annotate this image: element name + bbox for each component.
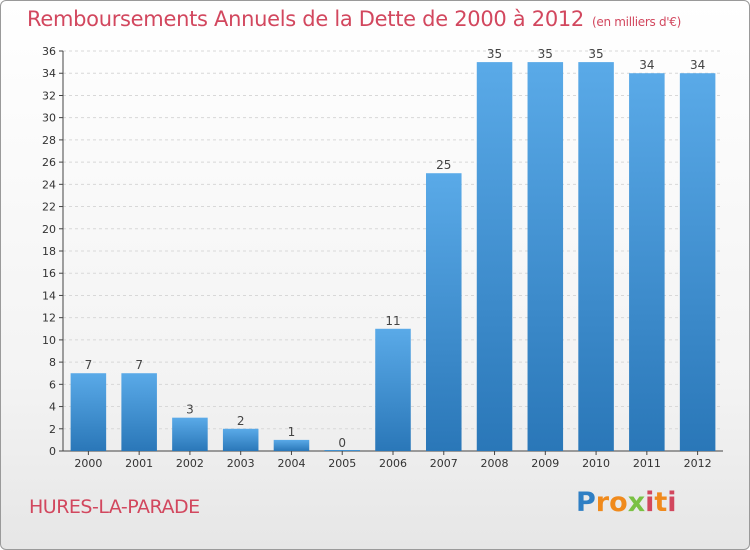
x-tick-label: 2006 <box>379 457 407 470</box>
y-tick-label: 24 <box>42 178 56 191</box>
proxiti-logo[interactable]: Proxiti <box>576 487 677 518</box>
y-tick-label: 34 <box>42 67 56 80</box>
data-label: 1 <box>288 425 296 439</box>
y-tick-label: 8 <box>49 356 56 369</box>
bar-2005 <box>324 450 360 451</box>
y-tick-label: 0 <box>49 445 56 458</box>
logo-letter: P <box>576 487 596 518</box>
x-tick-label: 2000 <box>74 457 102 470</box>
y-tick-label: 20 <box>42 223 56 236</box>
logo-letter: x <box>627 487 646 518</box>
x-tick-label: 2012 <box>684 457 712 470</box>
chart-subtitle: (en milliers d'€) <box>592 15 682 29</box>
x-tick-label: 2008 <box>481 457 509 470</box>
x-tick-label: 2004 <box>277 457 305 470</box>
y-tick-label: 4 <box>49 401 56 414</box>
x-tick-label: 2003 <box>227 457 255 470</box>
data-labels: 7 7 3 2 1 0 11 25 35 35 35 34 34 <box>85 47 706 450</box>
bar-2008 <box>476 62 513 451</box>
logo-letter: i <box>645 487 655 518</box>
bar-2006 <box>375 328 411 451</box>
bar-2000 <box>70 373 107 451</box>
data-label: 3 <box>186 403 194 417</box>
data-label: 0 <box>338 436 346 450</box>
bars <box>70 62 716 451</box>
bar-2002 <box>172 417 208 451</box>
bar-2011 <box>629 73 665 451</box>
x-tick-label: 2001 <box>125 457 153 470</box>
bar-2004 <box>273 439 310 451</box>
data-label: 2 <box>237 414 245 428</box>
bar-2009 <box>527 62 564 451</box>
y-tick-label: 18 <box>42 245 56 258</box>
data-label: 34 <box>639 58 654 72</box>
chart-title-text: Remboursements Annuels de la Dette de 20… <box>27 7 584 31</box>
data-label: 35 <box>538 47 553 61</box>
bar-2001 <box>121 373 157 451</box>
y-tick-label: 36 <box>42 45 56 58</box>
bar-2010 <box>578 62 614 451</box>
logo-letter: i <box>667 487 677 518</box>
y-tick-label: 2 <box>49 423 56 436</box>
data-label: 35 <box>588 47 603 61</box>
x-tick-label: 2002 <box>176 457 204 470</box>
x-tick-label: 2011 <box>633 457 661 470</box>
bar-2003 <box>222 428 259 451</box>
x-tick-label: 2005 <box>328 457 356 470</box>
data-label: 34 <box>690 58 705 72</box>
y-tick-label: 10 <box>42 334 56 347</box>
bar-2007 <box>426 173 462 451</box>
data-label: 35 <box>487 47 502 61</box>
logo-letter: t <box>654 487 668 518</box>
data-label: 11 <box>385 314 400 328</box>
y-tick-label: 26 <box>42 156 56 169</box>
commune-name: HURES-LA-PARADE <box>29 496 200 518</box>
y-tick-label: 12 <box>42 312 56 325</box>
x-tick-label: 2007 <box>430 457 458 470</box>
bar-2012 <box>679 73 716 451</box>
logo-letter: o <box>609 487 628 518</box>
x-tick-label: 2009 <box>531 457 559 470</box>
x-tick-label: 2010 <box>582 457 610 470</box>
y-tick-label: 32 <box>42 89 56 102</box>
data-label: 7 <box>135 358 143 372</box>
data-label: 7 <box>85 358 93 372</box>
y-tick-label: 28 <box>42 134 56 147</box>
logo-letter: r <box>595 487 610 518</box>
data-label: 25 <box>436 158 451 172</box>
chart-title: Remboursements Annuels de la Dette de 20… <box>27 7 681 31</box>
y-tick-label: 14 <box>42 289 56 302</box>
y-tick-label: 30 <box>42 112 56 125</box>
y-tick-label: 16 <box>42 267 56 280</box>
y-tick-label: 6 <box>49 378 56 391</box>
y-tick-label: 22 <box>42 201 56 214</box>
